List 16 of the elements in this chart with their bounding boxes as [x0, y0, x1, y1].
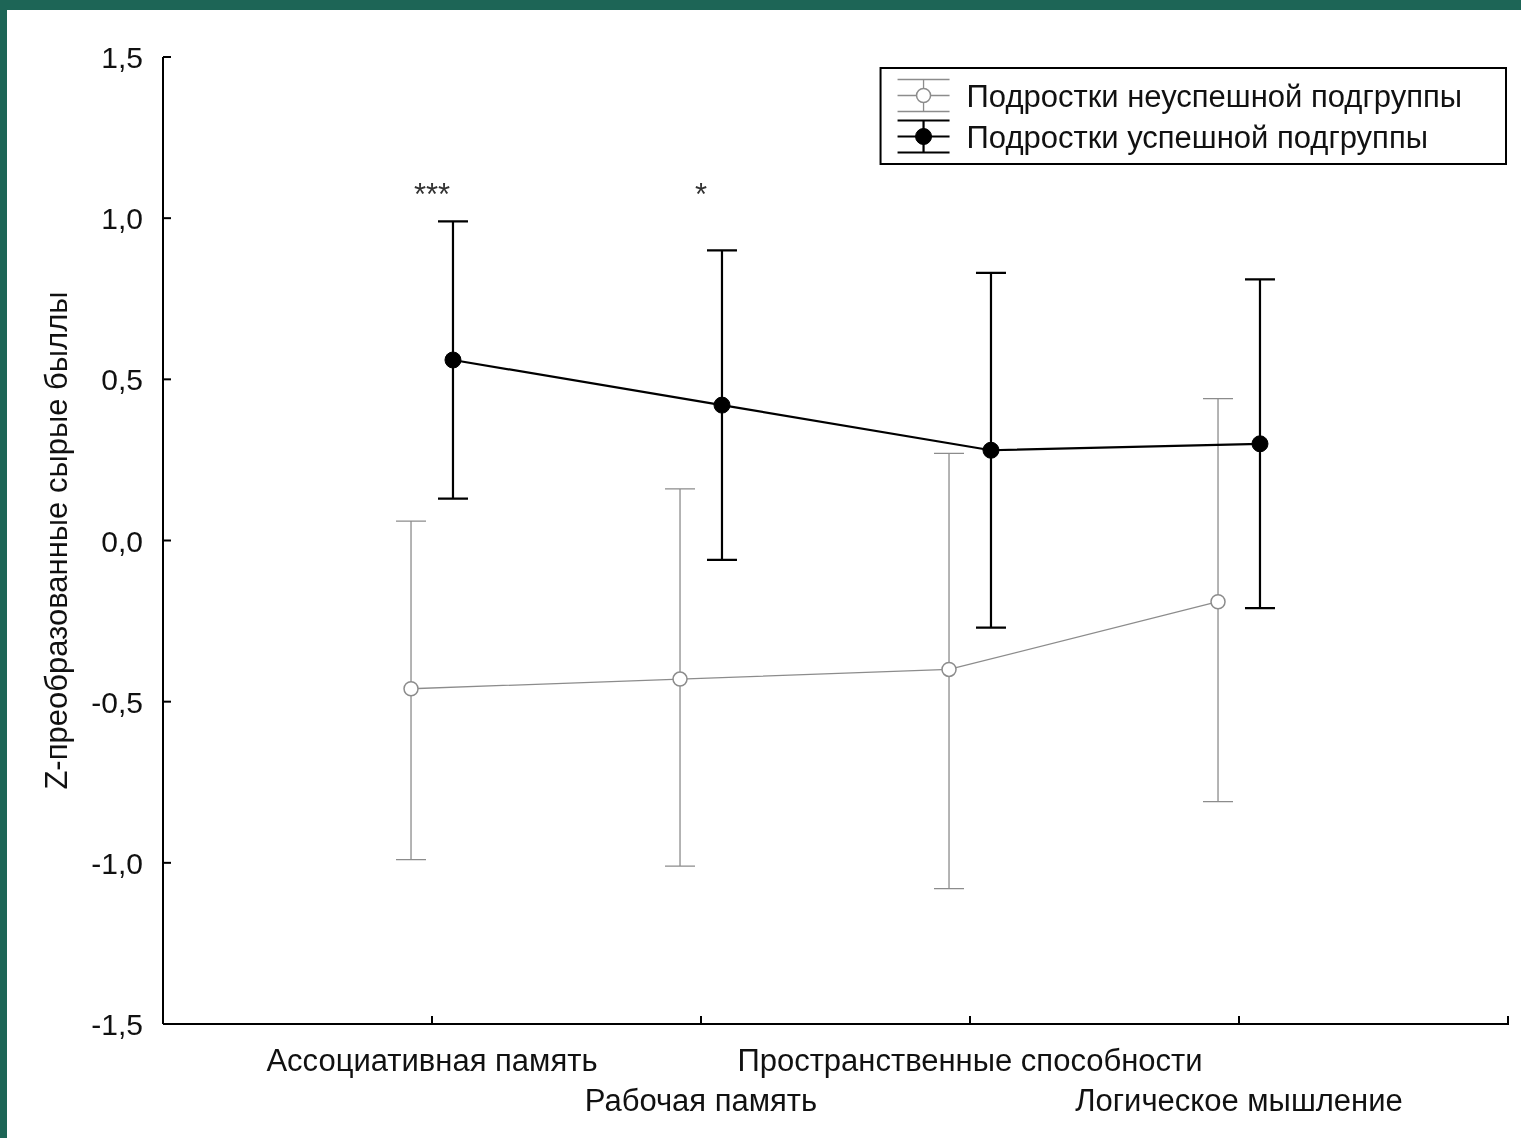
x-tick-label: Рабочая память	[584, 1083, 818, 1118]
y-axis-title: Z-преобразованные сырые быллы	[38, 291, 74, 790]
annotation: *	[694, 177, 708, 213]
y-tick-label: 0,5	[101, 362, 143, 396]
y-tick-label: -1,0	[91, 846, 143, 880]
y-tick-label: 1,0	[101, 201, 143, 235]
legend-label: Подростки неуспешной подгруппы	[966, 78, 1462, 113]
x-tick-label: Логическое мышление	[1075, 1083, 1403, 1118]
x-tick-label: Пространственные способности	[737, 1043, 1203, 1078]
y-tick-label: 0,0	[101, 524, 143, 557]
annotation: ***	[413, 177, 451, 213]
y-tick-label: -0,5	[91, 685, 143, 719]
y-tick-label: -1,5	[91, 1007, 143, 1041]
legend-label: Подростки успешной подгруппы	[966, 119, 1428, 154]
y-tick-label: 1,5	[101, 40, 143, 74]
x-tick-label: Ассоциативная память	[266, 1043, 598, 1078]
